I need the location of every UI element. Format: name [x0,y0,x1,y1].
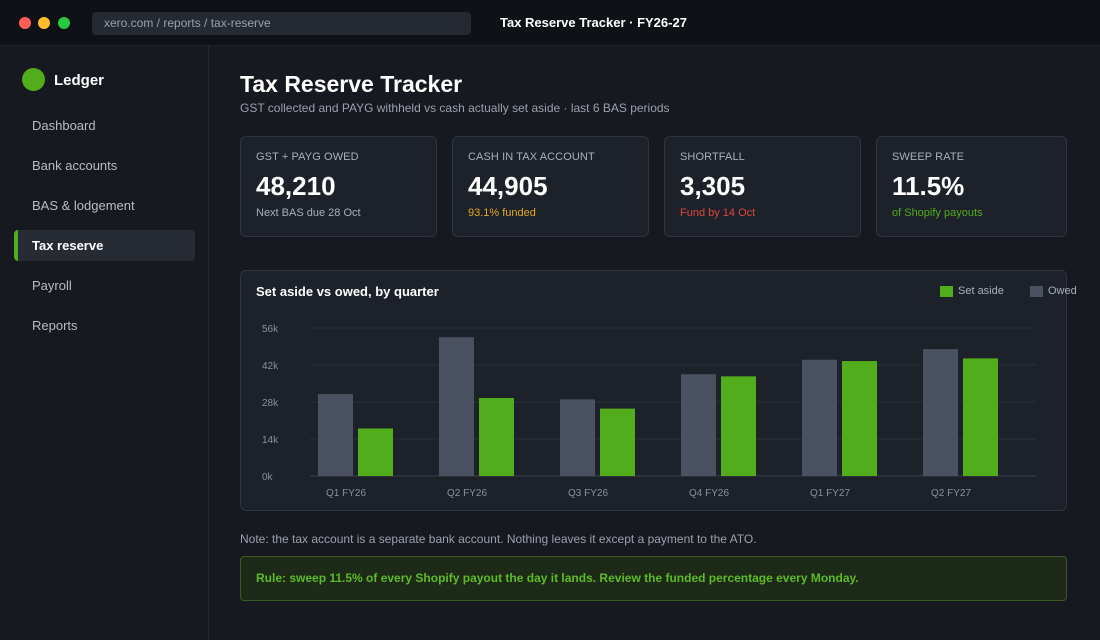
sidebar-item-dashboard[interactable]: Dashboard [32,118,96,133]
minimize-window-icon[interactable] [38,17,50,29]
window-title: Tax Reserve Tracker · FY26-27 [500,15,687,30]
address-bar[interactable]: xero.com / reports / tax-reserve [92,12,471,35]
kpi-note: Next BAS due 28 Oct [256,207,361,219]
page-subtitle: GST collected and PAYG withheld vs cash … [240,101,670,115]
kpi-value: 44,905 [468,171,548,201]
chart-panel: 0k 14k 28k 42k 56k Q1 FY26 Q2 FY26 Q3 FY26 Q4 FY… [240,270,1077,511]
main-content: Tax Reserve Tracker GST collected and PA… [209,46,1100,640]
y-tick-label: 14k [262,435,279,446]
x-tick-label: Q2 FY26 [447,488,487,499]
kpi-label: SWEEP RATE [892,151,965,163]
bar-owed [923,349,958,476]
bar-chart: 0k 14k 28k 42k 56k Q1 FY26 Q2 FY26 Q3 FY26 Q4 FY… [262,324,1036,499]
legend-label-set-aside: Set aside [958,285,1004,297]
bar-set-aside [963,358,998,476]
bar-set-aside [842,361,877,476]
kpi-value: 48,210 [256,171,336,201]
bar-owed [681,374,716,476]
brand-name: Ledger [54,72,105,89]
maximize-window-icon[interactable] [58,17,70,29]
y-tick-label: 56k [262,324,279,335]
bar-set-aside [721,376,756,476]
brand-logo-icon [22,68,45,91]
x-tick-label: Q2 FY27 [931,488,971,499]
rule-callout: Rule: sweep 11.5% of every Shopify payou… [240,556,1067,601]
footnote: Note: the tax account is a separate bank… [240,532,757,546]
rule-text: Rule: sweep 11.5% of every Shopify payou… [256,571,859,585]
bar-set-aside [358,428,393,476]
sidebar: Ledger Dashboard Bank accounts BAS & lod… [0,46,209,640]
kpi-value: 11.5% [892,171,965,201]
close-window-icon[interactable] [19,17,31,29]
bar-set-aside [479,398,514,476]
sidebar-item-bank-accounts[interactable]: Bank accounts [32,158,118,173]
chart-title: Set aside vs owed, by quarter [256,284,439,299]
kpi-card-owed: GST + PAYG OWED 48,210 Next BAS due 28 O… [240,136,437,237]
sidebar-item-payroll[interactable]: Payroll [32,278,72,293]
title-bar: xero.com / reports / tax-reserve Tax Res… [0,0,1100,46]
bar-set-aside [600,408,635,476]
kpi-card-sweep-rate: SWEEP RATE 11.5% of Shopify payouts [876,136,1067,237]
kpi-card-shortfall: SHORTFALL 3,305 Fund by 14 Oct [664,136,861,237]
kpi-note: of Shopify payouts [892,207,983,219]
page-title: Tax Reserve Tracker [240,71,463,97]
kpi-note: 93.1% funded [468,207,536,219]
x-tick-label: Q1 FY27 [810,488,850,499]
legend-label-owed: Owed [1048,285,1077,297]
kpi-card-cash: CASH IN TAX ACCOUNT 44,905 93.1% funded [452,136,649,237]
y-tick-label: 28k [262,398,279,409]
bar-owed [439,337,474,476]
bar-owed [802,359,837,476]
x-tick-label: Q1 FY26 [326,488,366,499]
y-tick-label: 0k [262,472,274,483]
kpi-value: 3,305 [680,171,746,201]
sidebar-item-tax-reserve[interactable]: Tax reserve [14,230,195,261]
bar-owed [318,394,353,476]
bar-owed [560,399,595,476]
y-tick-label: 42k [262,361,279,372]
x-tick-label: Q3 FY26 [568,488,608,499]
x-tick-label: Q4 FY26 [689,488,729,499]
legend-swatch-set-aside [940,286,953,297]
kpi-label: CASH IN TAX ACCOUNT [468,151,595,163]
sidebar-item-bas-lodgement[interactable]: BAS & lodgement [32,198,135,213]
kpi-note: Fund by 14 Oct [680,207,756,219]
kpi-label: SHORTFALL [680,151,745,163]
legend-swatch-owed [1030,286,1043,297]
kpi-label: GST + PAYG OWED [256,151,359,163]
sidebar-item-reports[interactable]: Reports [32,318,78,333]
